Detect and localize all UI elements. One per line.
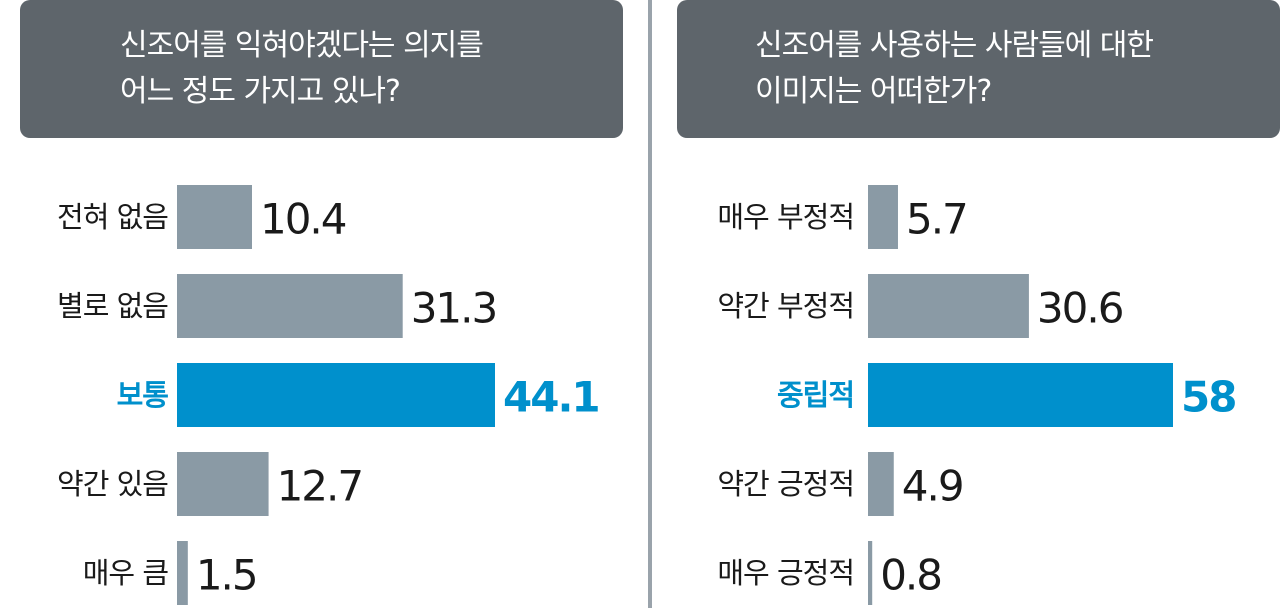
right-chart-bar (868, 452, 894, 516)
right-chart-title: 신조어를 사용하는 사람들에 대한 이미지는 어떠한가? (677, 0, 1280, 138)
right-chart-category-label: 약간 부정적 (717, 289, 854, 323)
left-chart-bar (177, 274, 403, 338)
left-chart-category-label: 별로 없음 (57, 289, 168, 323)
left-chart-value-label: 1.5 (196, 551, 257, 600)
left-chart-category-label: 전혀 없음 (57, 200, 168, 234)
right-chart-category-label: 매우 긍정적 (717, 556, 854, 590)
right-chart-bar (868, 185, 898, 249)
left-chart-bar (177, 541, 188, 605)
panel-divider (648, 0, 652, 608)
left-chart-value-label: 44.1 (503, 373, 599, 422)
right-chart-value-label: 30.6 (1037, 284, 1123, 333)
right-chart-category-label: 매우 부정적 (717, 200, 854, 234)
left-bar-chart: 전혀 없음 10.4 별로 없음 31.3 보통 44.1 약간 있음 12.7 매우 큼 1.5 (57, 185, 601, 605)
left-chart-category-label: 보통 (117, 378, 169, 412)
left-chart-title-line-1: 신조어를 익혀야겠다는 의지를 (120, 28, 484, 63)
right-chart-title-line-2: 이미지는 어떠한가? (755, 74, 992, 109)
left-chart-category-label: 매우 큼 (83, 556, 169, 590)
left-chart-bar (177, 452, 269, 516)
right-chart-bar (868, 541, 873, 605)
right-chart-value-label: 4.9 (902, 462, 963, 511)
left-chart-value-label: 10.4 (260, 195, 346, 244)
left-chart-value-label: 12.7 (277, 462, 363, 511)
left-chart-title-line-2: 어느 정도 가지고 있나? (120, 74, 401, 109)
right-chart-value-label: 5.7 (906, 195, 967, 244)
right-chart-value-label: 0.8 (880, 551, 941, 600)
left-chart-category-label: 약간 있음 (57, 467, 168, 501)
left-chart-value-label: 31.3 (411, 284, 497, 333)
right-chart-bar (868, 363, 1173, 427)
right-chart-category-label: 약간 긍정적 (717, 467, 854, 501)
right-bar-chart: 매우 부정적 5.7 약간 부정적 30.6 중립적 58 약간 긍정적 4.9 매우 긍정적 0… (717, 185, 1237, 605)
left-chart-title: 신조어를 익혀야겠다는 의지를 어느 정도 가지고 있나? (20, 0, 623, 138)
right-chart-panel: 신조어를 사용하는 사람들에 대한 이미지는 어떠한가? 매우 부정적 5.7 약간… (662, 0, 1280, 608)
right-chart-value-label: 58 (1181, 373, 1235, 422)
right-chart-category-label: 중립적 (777, 378, 854, 412)
left-chart-bar (177, 185, 252, 249)
right-chart-bar (868, 274, 1029, 338)
left-chart-bar (177, 363, 495, 427)
left-chart-panel: 신조어를 익혀야겠다는 의지를 어느 정도 가지고 있나? 전혀 없음 10.4 별… (20, 0, 623, 605)
right-chart-title-line-1: 신조어를 사용하는 사람들에 대한 (755, 28, 1154, 63)
